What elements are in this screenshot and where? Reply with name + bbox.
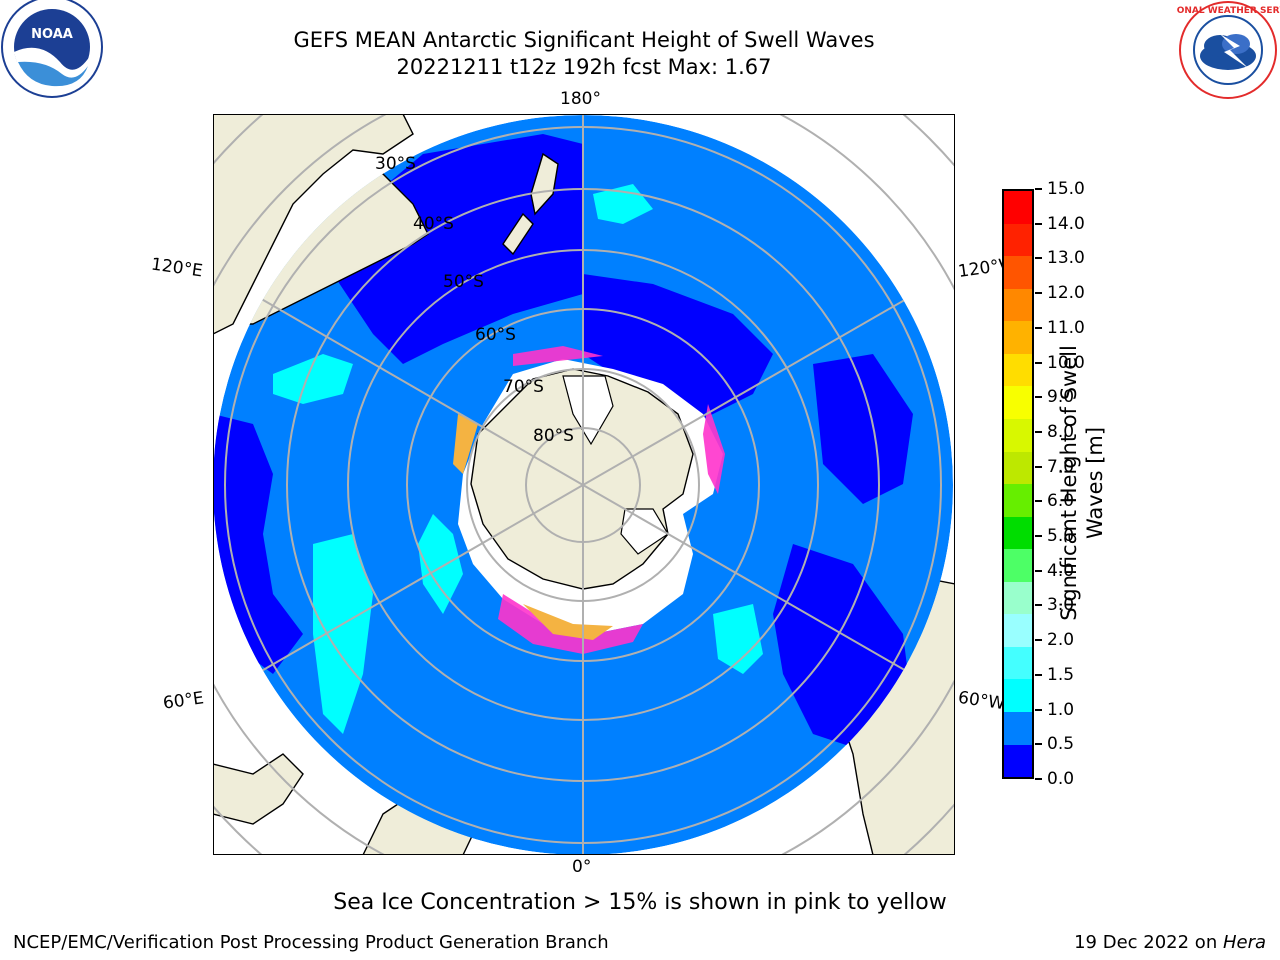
colorbar-tick-label: 15.0	[1047, 179, 1085, 199]
lat-label-40s: 40°S	[413, 214, 454, 234]
colorbar-tick-mark	[1035, 500, 1042, 503]
colorbar-label-line-2: Waves [m]	[1083, 426, 1107, 540]
colorbar-segment	[1004, 581, 1032, 615]
colorbar-tick-label: 11.0	[1047, 317, 1085, 338]
colorbar-tick-mark	[1035, 188, 1042, 190]
graticule	[213, 115, 953, 855]
lon-label-60e: 60°E	[161, 688, 206, 714]
lon-label-120e: 120°E	[149, 254, 204, 282]
colorbar-tick-mark	[1035, 222, 1042, 225]
antarctica	[453, 346, 725, 654]
colorbar-tick-label: 10.0	[1047, 352, 1085, 373]
colorbar-tick-mark	[1035, 257, 1042, 260]
colorbar-tick-label: 1.0	[1047, 699, 1075, 720]
colorbar-segment	[1004, 191, 1032, 224]
lat-label-60s: 60°S	[475, 325, 516, 345]
lat-label-30s: 30°S	[375, 154, 416, 174]
colorbar-tick-mark	[1035, 569, 1042, 572]
colorbar-tick-label: 12.0	[1047, 283, 1085, 304]
colorbar-tick-mark	[1035, 465, 1042, 468]
colorbar-tick-mark	[1035, 326, 1042, 329]
lat-label-70s: 70°S	[503, 377, 544, 397]
colorbar-tick-label: 3.0	[1047, 595, 1075, 616]
colorbar-tick-mark	[1035, 604, 1042, 607]
colorbar-tick-label: 1.5	[1047, 664, 1075, 685]
title-line-1: GEFS MEAN Antarctic Significant Height o…	[293, 28, 875, 52]
colorbar-segment	[1004, 223, 1032, 257]
colorbar-tick-mark	[1035, 639, 1042, 642]
colorbar-tick-label: 4.0	[1047, 560, 1075, 581]
sea-ice-caption: Sea Ice Concentration > 15% is shown in …	[333, 890, 947, 915]
lat-label-50s: 50°S	[443, 272, 484, 292]
lon-label-60w: 60°W	[956, 687, 1007, 715]
colorbar-segment	[1004, 646, 1032, 680]
colorbar-tick-label: 7.0	[1047, 456, 1075, 477]
moderate-swell-regions	[273, 184, 763, 734]
noaa-logo: NOAA	[1, 0, 103, 98]
colorbar-segment	[1004, 321, 1032, 354]
colorbar-tick-mark	[1035, 361, 1042, 364]
colorbar-tick-label: 0.5	[1047, 734, 1075, 755]
colorbar	[1002, 189, 1034, 779]
nws-logo: NATIONAL WEATHER SERVICE	[1176, 1, 1280, 99]
noaa-logo-text: NOAA	[31, 27, 73, 42]
lon-label-0: 0°	[572, 857, 592, 877]
colorbar-tick-mark	[1035, 396, 1042, 399]
colorbar-tick-mark	[1035, 778, 1042, 780]
colorbar-tick-label: 9.0	[1047, 387, 1075, 408]
lon-label-180: 180°	[560, 89, 601, 109]
polar-map: 30°S 40°S 50°S 60°S 70°S 80°S	[213, 114, 955, 855]
colorbar-tick-label: 13.0	[1047, 248, 1085, 269]
colorbar-tick-label: 14.0	[1047, 213, 1085, 234]
lat-label-80s: 80°S	[533, 426, 574, 446]
footer-host: Hera	[1222, 932, 1266, 953]
colorbar-tick-mark	[1035, 292, 1042, 295]
colorbar-segment	[1004, 451, 1032, 485]
title-line-2: 20221211 t12z 192h fcst Max: 1.67	[396, 55, 772, 79]
footer-date: 19 Dec 2022 on	[1074, 932, 1223, 953]
footer-branch: NCEP/EMC/Verification Post Processing Pr…	[13, 932, 609, 953]
colorbar-ticks: 15.0 14.0 13.0 12.0 11.0 10.0 9.0 8.0 7.0 6.0 5.0 4…	[1035, 179, 1105, 789]
colorbar-segment	[1004, 288, 1032, 322]
nws-logo-text: NATIONAL WEATHER SERVICE	[1176, 6, 1280, 16]
colorbar-tick-mark	[1035, 535, 1042, 538]
colorbar-segment	[1004, 418, 1032, 452]
colorbar-segment	[1004, 712, 1032, 745]
colorbar-label-line-1: Significant Height of Swell	[1057, 345, 1081, 621]
colorbar-tick-mark	[1035, 673, 1042, 676]
colorbar-tick-mark	[1035, 708, 1042, 711]
colorbar-tick-label: 8.0	[1047, 421, 1075, 442]
colorbar-segment	[1004, 516, 1032, 550]
colorbar-tick-label: 0.0	[1047, 769, 1075, 789]
colorbar-segment	[1004, 256, 1032, 289]
colorbar-tick-label: 2.0	[1047, 630, 1075, 651]
colorbar-segment	[1004, 614, 1032, 647]
colorbar-segment	[1004, 484, 1032, 517]
colorbar-segment	[1004, 679, 1032, 712]
colorbar-segment	[1004, 744, 1032, 778]
colorbar-segment	[1004, 549, 1032, 582]
colorbar-segment	[1004, 386, 1032, 419]
colorbar-tick-mark	[1035, 743, 1042, 746]
colorbar-tick-label: 6.0	[1047, 491, 1075, 512]
colorbar-tick-mark	[1035, 430, 1042, 433]
colorbar-tick-label: 5.0	[1047, 526, 1075, 547]
footer-date-host: 19 Dec 2022 on Hera	[1074, 932, 1266, 953]
colorbar-segment	[1004, 353, 1032, 387]
